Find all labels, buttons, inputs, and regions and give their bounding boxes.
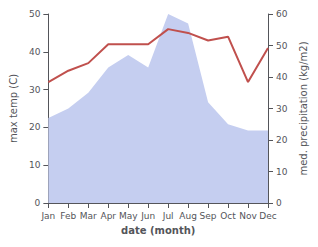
svg-text:Oct: Oct	[220, 211, 236, 221]
svg-text:max temp (C): max temp (C)	[8, 74, 19, 143]
svg-text:30: 30	[276, 104, 288, 114]
svg-text:Jun: Jun	[140, 211, 155, 221]
svg-text:40: 40	[29, 47, 41, 57]
svg-text:10: 10	[29, 160, 41, 170]
svg-text:10: 10	[276, 167, 288, 177]
svg-text:Aug: Aug	[179, 211, 197, 221]
svg-text:Jan: Jan	[40, 211, 55, 221]
svg-text:Nov: Nov	[239, 211, 257, 221]
svg-text:Apr: Apr	[100, 211, 116, 221]
svg-text:50: 50	[29, 9, 41, 19]
svg-text:0: 0	[35, 198, 41, 208]
svg-text:0: 0	[276, 198, 282, 208]
svg-text:date (month): date (month)	[121, 225, 195, 236]
svg-text:30: 30	[29, 85, 41, 95]
svg-text:Dec: Dec	[259, 211, 276, 221]
svg-text:20: 20	[29, 122, 41, 132]
svg-text:60: 60	[276, 9, 288, 19]
svg-text:May: May	[119, 211, 138, 221]
svg-text:Feb: Feb	[60, 211, 76, 221]
svg-text:50: 50	[276, 41, 288, 51]
svg-text:20: 20	[276, 135, 288, 145]
svg-text:Jul: Jul	[162, 211, 174, 221]
svg-text:Mar: Mar	[80, 211, 97, 221]
svg-text:med. precipitation (kg/m2): med. precipitation (kg/m2)	[298, 41, 309, 175]
svg-text:Sep: Sep	[200, 211, 217, 221]
svg-text:40: 40	[276, 72, 288, 82]
